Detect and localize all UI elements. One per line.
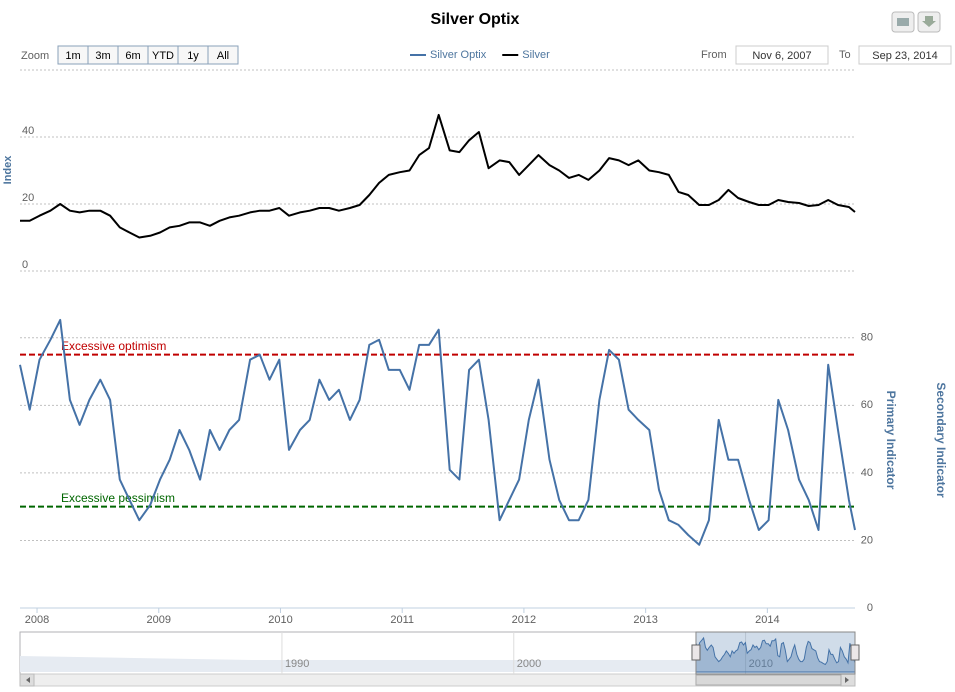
to-input[interactable] (858, 45, 952, 65)
print-icon (897, 18, 909, 26)
x-tick-label: 2011 (390, 614, 414, 626)
range-button[interactable] (207, 45, 239, 65)
export-icon (922, 16, 936, 27)
range-button-label: YTD (152, 50, 174, 62)
range-button-label: 1y (187, 50, 199, 62)
y2-tick-label: 60 (861, 399, 873, 411)
y-tick-label: 20 (22, 192, 34, 204)
chart-title: Silver Optix (431, 11, 520, 28)
scrollbar-thumb[interactable] (695, 674, 842, 686)
y2-tick-label: 40 (861, 467, 873, 479)
navigator-window[interactable] (695, 631, 856, 675)
x-tick-label: 2008 (25, 614, 49, 626)
from-label: From (701, 49, 727, 61)
range-button-label: 1m (65, 50, 80, 62)
silver-line (20, 113, 856, 239)
y2-axis-title: Primary Indicator (884, 391, 898, 490)
x-tick-label: 2013 (633, 614, 657, 626)
zoom-label: Zoom (21, 50, 49, 62)
legend-label: Silver Optix (430, 49, 487, 61)
from-input[interactable] (735, 45, 829, 65)
x-tick-label: 2009 (147, 614, 171, 626)
y2-tick-label: 80 (861, 332, 873, 344)
y-axis-title: Index (2, 155, 14, 185)
navigator-tick-label: 2010 (749, 658, 773, 670)
range-button-label: 3m (95, 50, 110, 62)
navigator-history (20, 656, 696, 672)
navigator-area (695, 636, 856, 673)
y-tick-label: 0 (22, 259, 28, 271)
to-label: To (839, 49, 851, 61)
y2-tick-label: 0 (867, 602, 873, 614)
navigator-tick-label: 1990 (285, 658, 309, 670)
to-date: Sep 23, 2014 (872, 50, 937, 62)
legend: Silver Optix Silver (410, 49, 550, 61)
x-tick-label: 2012 (512, 614, 536, 626)
y-tick-label: 40 (22, 125, 34, 137)
plot-line-label: Excessive optimism (61, 339, 166, 353)
range-button-label: 6m (125, 50, 140, 62)
legend-label: Silver (522, 49, 550, 61)
navigator-handle[interactable] (850, 644, 860, 661)
navigator-tick-label: 2000 (517, 658, 541, 670)
x-tick-label: 2010 (268, 614, 292, 626)
optix-line (19, 318, 856, 546)
plot-line-label: Excessive pessimism (61, 491, 175, 505)
range-button-label: All (217, 50, 229, 62)
from-date: Nov 6, 2007 (752, 50, 811, 62)
y3-axis-title: Secondary Indicator (934, 382, 948, 498)
export-buttons[interactable] (891, 11, 941, 33)
navigator-handle[interactable] (691, 644, 701, 661)
y2-tick-label: 20 (861, 534, 873, 546)
x-tick-label: 2014 (755, 614, 779, 626)
